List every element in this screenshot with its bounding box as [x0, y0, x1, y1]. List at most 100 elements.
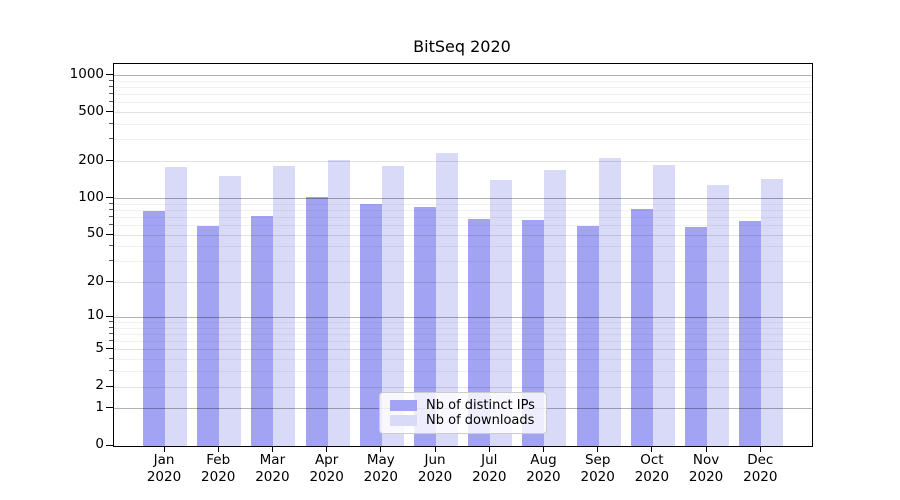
plot-area	[113, 63, 813, 447]
gridline-minor	[114, 371, 812, 373]
x-tick-label-jan: Jan 2020	[146, 452, 182, 485]
bar-downloads-jul	[490, 179, 513, 446]
y-tick-mark-minor	[109, 260, 113, 262]
y-tick-mark-minor	[109, 138, 113, 140]
y-tick-mark	[106, 160, 113, 162]
gridline-minor	[114, 216, 812, 218]
x-tick-label-jun: Jun 2020	[417, 452, 453, 485]
x-tick-mark	[651, 446, 653, 452]
y-tick-mark	[106, 281, 113, 283]
y-tick-mark	[106, 197, 113, 198]
x-tick-mark	[597, 446, 599, 452]
y-tick-mark-minor	[109, 370, 113, 372]
y-tick-mark	[106, 74, 113, 75]
bar-ips-may	[359, 204, 382, 446]
gridline-minor	[114, 203, 812, 205]
x-tick-mark	[271, 446, 273, 452]
y-tick-mark-minor	[109, 123, 113, 125]
gridline	[114, 234, 812, 236]
bar-ips-nov	[685, 226, 708, 446]
gridline-minor	[114, 102, 812, 104]
y-tick-mark-minor	[109, 208, 113, 210]
y-tick-mark-minor	[109, 340, 113, 342]
y-tick-mark-minor	[109, 215, 113, 217]
x-tick-label-oct: Oct 2020	[634, 452, 670, 485]
legend-item-downloads: Nb of downloads	[390, 413, 536, 428]
y-tick-mark-minor	[109, 321, 113, 323]
bar-downloads-jun	[436, 153, 459, 446]
bar-ips-jul	[468, 219, 491, 446]
gridline-minor	[114, 327, 812, 329]
y-tick-mark-minor	[109, 326, 113, 328]
x-tick-label-feb: Feb 2020	[201, 452, 236, 485]
y-tick-mark-minor	[109, 358, 113, 360]
legend-label-downloads: Nb of downloads	[426, 413, 535, 428]
y-tick-mark-minor	[109, 93, 113, 95]
x-tick-mark	[542, 446, 544, 452]
bar-ips-dec	[739, 220, 762, 446]
y-tick-mark	[106, 233, 113, 235]
bar-ips-jun	[414, 207, 437, 446]
x-tick-mark	[380, 446, 382, 452]
bar-ips-sep	[576, 225, 599, 446]
y-tick-mark	[106, 348, 113, 350]
y-tick-label: 2	[95, 377, 104, 394]
legend-item-distinct-ips: Nb of distinct IPs	[390, 398, 536, 413]
y-tick-mark	[106, 111, 113, 113]
y-tick-label: 1	[95, 398, 104, 415]
y-tick-mark-minor	[109, 101, 113, 103]
y-tick-mark-minor	[109, 245, 113, 247]
x-tick-label-may: May 2020	[363, 452, 398, 485]
x-tick-label-dec: Dec 2020	[743, 452, 778, 485]
gridline-minor	[114, 124, 812, 126]
gridline-minor	[114, 86, 812, 88]
bar-ips-apr	[305, 197, 328, 446]
y-tick-label: 20	[86, 272, 104, 289]
bar-downloads-sep	[598, 158, 621, 446]
x-tick-label-mar: Mar 2020	[255, 452, 290, 485]
bar-downloads-jan	[165, 166, 187, 446]
bar-downloads-nov	[707, 184, 730, 446]
gridline-minor	[114, 322, 812, 324]
x-tick-label-jul: Jul 2020	[472, 452, 507, 485]
gridline-minor	[114, 341, 812, 343]
x-tick-mark	[163, 446, 165, 452]
x-tick-label-sep: Sep 2020	[580, 452, 615, 485]
gridline	[114, 316, 812, 318]
gridline	[114, 349, 812, 351]
bar-downloads-aug	[544, 170, 567, 446]
gridline-minor	[114, 209, 812, 211]
gridline-minor	[114, 94, 812, 96]
y-tick-label: 200	[78, 151, 104, 168]
gridline-minor	[114, 246, 812, 248]
bar-ips-aug	[522, 220, 545, 446]
gridline	[114, 386, 812, 388]
bar-downloads-may	[381, 165, 404, 446]
y-tick-mark-minor	[109, 224, 113, 226]
legend-swatch-downloads	[390, 415, 417, 426]
x-tick-label-aug: Aug 2020	[526, 452, 561, 485]
x-tick-label-apr: Apr 2020	[309, 452, 344, 485]
chart-title: BitSeq 2020	[413, 37, 511, 56]
legend: Nb of distinct IPs Nb of downloads	[379, 392, 547, 434]
x-tick-label-nov: Nov 2020	[688, 452, 724, 485]
gridline-minor	[114, 261, 812, 263]
gridline-minor	[114, 139, 812, 141]
x-tick-mark	[759, 446, 761, 452]
y-tick-label: 500	[78, 102, 104, 119]
y-tick-mark	[106, 444, 113, 446]
y-tick-mark	[106, 407, 113, 409]
bar-ips-feb	[197, 225, 220, 446]
gridline	[114, 282, 812, 284]
legend-swatch-distinct-ips	[390, 400, 417, 411]
y-tick-label: 1000	[69, 65, 104, 82]
x-tick-mark	[326, 446, 328, 452]
bar-ips-jan	[143, 211, 165, 446]
y-tick-mark-minor	[109, 202, 113, 204]
x-tick-mark	[705, 446, 707, 452]
bar-ips-oct	[630, 209, 653, 446]
y-tick-label: 10	[86, 307, 104, 324]
y-tick-mark-minor	[109, 332, 113, 334]
bar-downloads-feb	[219, 175, 242, 446]
